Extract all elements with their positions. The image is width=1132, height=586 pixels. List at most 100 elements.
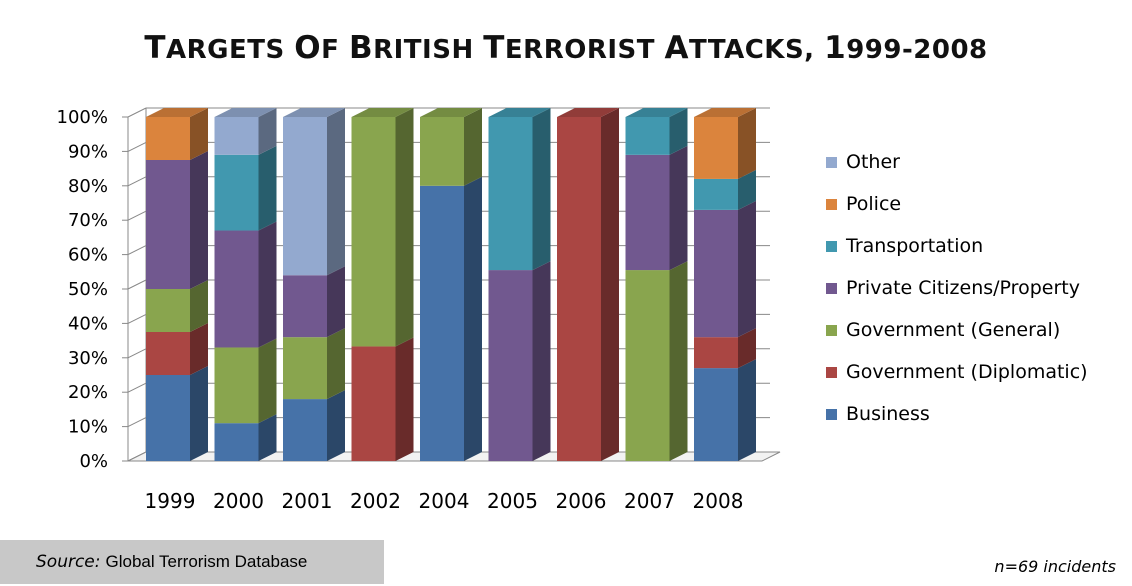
gridline-depth: [127, 210, 147, 221]
legend-label: Police: [846, 193, 902, 215]
bar-side: [532, 108, 551, 271]
legend-label: Private Citizens/Property: [846, 277, 1080, 299]
gridline-depth: [127, 348, 147, 359]
bar-segment: [625, 117, 670, 155]
x-tick-label: 2004: [419, 489, 470, 513]
bar-side: [395, 337, 414, 461]
bar-segment: [557, 117, 601, 461]
y-tick-label: 50%: [68, 279, 108, 300]
legend-item: Government (Diplomatic): [826, 351, 1088, 393]
gridline-depth: [127, 313, 147, 324]
chart-legend: Other Police Transportation Private Citizen…: [826, 141, 1088, 435]
x-tick-label: 2000: [213, 489, 264, 513]
bar-segment: [214, 347, 259, 424]
y-tick-label: 90%: [68, 141, 108, 162]
bar-side: [258, 108, 277, 155]
bar-side: [258, 414, 277, 461]
source-box: Source: Global Terrorism Database: [0, 540, 384, 584]
bar-segment: [146, 160, 190, 289]
bar-segment: [214, 423, 259, 461]
bar-side: [190, 366, 208, 461]
legend-swatch: [826, 408, 837, 420]
legend-label: Government (Diplomatic): [846, 361, 1088, 383]
bar-segment: [694, 178, 738, 210]
bar-side: [669, 108, 688, 155]
legend-swatch: [826, 240, 837, 252]
legend-swatch: [826, 282, 837, 294]
bar-top: [214, 108, 277, 117]
bar-side: [258, 338, 277, 424]
bar-side: [738, 328, 756, 369]
gridline-depth: [127, 382, 147, 393]
bar-side: [258, 221, 277, 348]
legend-swatch: [826, 366, 837, 378]
bar-side: [738, 169, 756, 210]
bar-segment: [146, 332, 190, 375]
x-tick-label: 2005: [487, 489, 538, 513]
bar-top: [488, 108, 551, 117]
legend-label: Government (General): [846, 319, 1061, 341]
bar-top: [420, 108, 482, 117]
bar-side: [669, 261, 688, 461]
y-tick-label: 40%: [68, 313, 108, 334]
legend-item: Government (General): [826, 309, 1088, 351]
incident-count-note: n=69 incidents: [994, 557, 1116, 576]
legend-label: Transportation: [846, 235, 984, 257]
x-tick-label: 1999: [145, 489, 196, 513]
bar-segment: [420, 117, 464, 186]
legend-item: Other: [826, 141, 1088, 183]
bar-side: [190, 151, 208, 289]
legend-item: Police: [826, 183, 1088, 225]
bar-side: [738, 359, 756, 461]
bar-top: [351, 108, 414, 117]
bar-side: [464, 108, 482, 186]
bar-segment: [283, 117, 327, 276]
legend-swatch: [826, 156, 837, 168]
stacked-bar-chart: 0% 10% 20% 30% 40% 50% 60% 70% 80% 90% 100% 1999 200…: [57, 107, 781, 513]
bar-top: [694, 108, 756, 117]
bar-top: [283, 108, 345, 117]
bar-side: [738, 200, 756, 338]
bar-segment: [214, 117, 259, 155]
bar-segment: [283, 399, 327, 461]
chart-title: TARGETS OF BRITISH TERRORIST ATTACKS, 19…: [144, 30, 988, 66]
bar-side: [327, 266, 345, 338]
legend-item: Business: [826, 393, 1088, 435]
legend-swatch: [826, 324, 837, 336]
bar-segment: [283, 337, 327, 400]
bar-segment: [214, 230, 259, 348]
x-tick-label: 2008: [693, 489, 744, 513]
bar-side: [258, 145, 277, 231]
x-tick-label: 2001: [282, 489, 333, 513]
y-tick-label: 30%: [68, 348, 108, 369]
y-tick-label: 10%: [68, 417, 108, 438]
bar-side: [190, 323, 208, 375]
gridline-depth: [127, 141, 147, 152]
y-tick-label: 20%: [68, 382, 108, 403]
x-tick-label: 2006: [556, 489, 607, 513]
gridline-depth: [127, 279, 147, 290]
bar-segment: [420, 185, 464, 462]
bar-segment: [694, 337, 738, 369]
bar-side: [395, 108, 414, 347]
legend-item: Transportation: [826, 225, 1088, 267]
bar-side: [190, 280, 208, 332]
bar-side: [327, 390, 345, 461]
y-tick-label: 80%: [68, 176, 108, 197]
source-value: Global Terrorism Database: [105, 552, 308, 571]
gridline-depth: [127, 417, 147, 428]
legend-item: Private Citizens/Property: [826, 267, 1088, 309]
bar-top: [146, 108, 208, 117]
bar-segment: [694, 117, 738, 179]
bar-segment: [351, 346, 396, 461]
x-tick-label: 2002: [350, 489, 401, 513]
source-prefix: Source:: [36, 552, 101, 572]
bar-segment: [625, 154, 670, 271]
x-tick-label: 2007: [624, 489, 675, 513]
bar-segment: [625, 270, 670, 461]
bar-top: [625, 108, 688, 117]
bar-side: [190, 108, 208, 160]
bar-side: [532, 261, 551, 461]
y-tick-label: 60%: [68, 245, 108, 266]
bar-top: [557, 108, 619, 117]
